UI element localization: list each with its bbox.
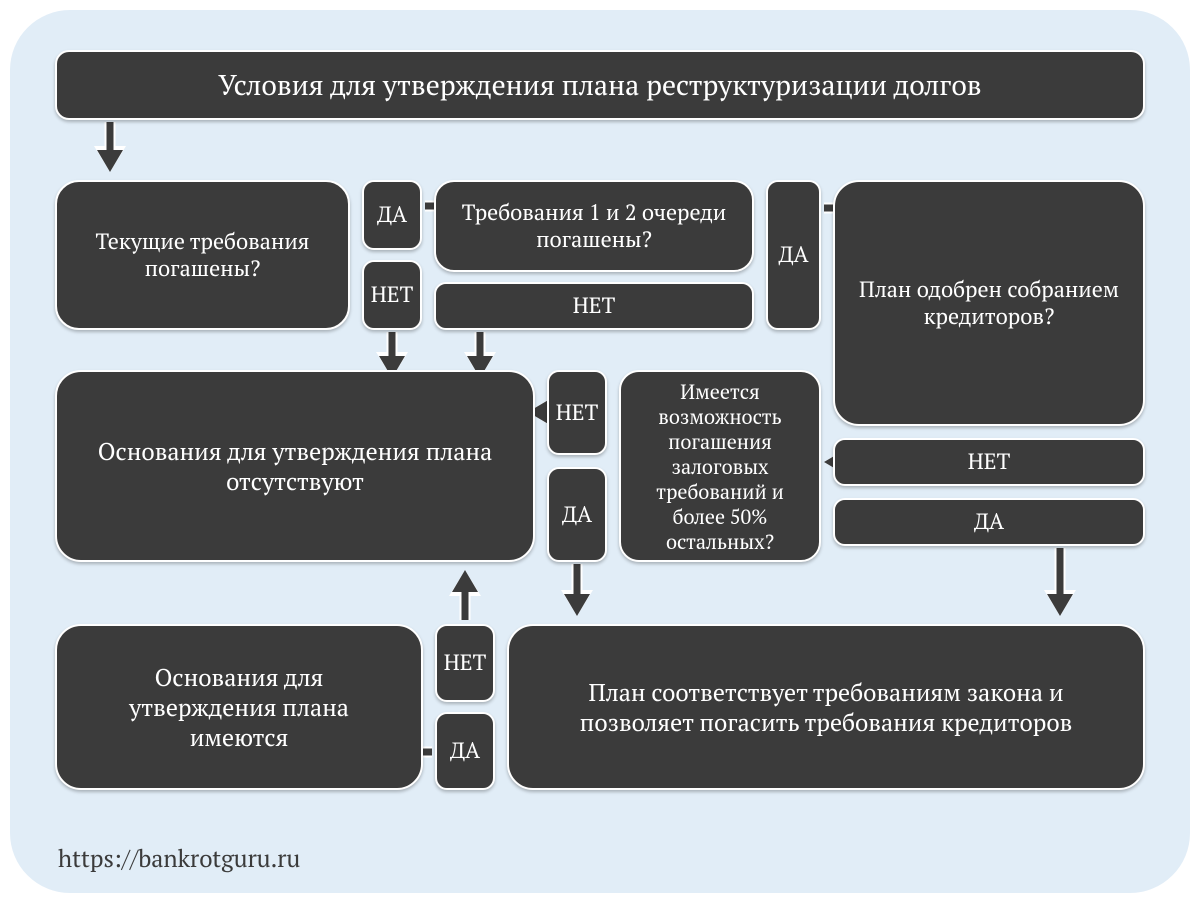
node-q3_yes: ДА — [833, 498, 1145, 546]
flowchart-canvas: Условия для утверждения плана реструктур… — [0, 0, 1200, 903]
node-q4_no: НЕТ — [547, 370, 607, 455]
node-q2_yes: ДА — [766, 180, 821, 330]
node-q5_no: НЕТ — [435, 624, 495, 702]
node-q2_no: НЕТ — [434, 282, 754, 330]
node-title: Условия для утверждения плана реструктур… — [55, 50, 1145, 120]
node-q1_no: НЕТ — [362, 260, 422, 330]
node-q1: Текущие требования погашены? — [55, 180, 350, 330]
node-q4: Имеется возможность погашения залоговых … — [619, 370, 821, 562]
node-q3: План одобрен собранием кредиторов? — [833, 180, 1145, 426]
node-q5: План соответствует требованиям закона и … — [507, 624, 1145, 790]
node-q3_no: НЕТ — [833, 438, 1145, 486]
node-q5_yes: ДА — [435, 712, 495, 790]
node-q4_yes: ДА — [547, 467, 607, 562]
node-q2: Требования 1 и 2 очереди погашены? — [434, 180, 754, 272]
node-has_basis: Основания для утверждения плана имеются — [55, 624, 423, 790]
source-url: https://bankrotguru.ru — [58, 842, 300, 874]
node-no_basis: Основания для утверждения плана отсутств… — [55, 370, 535, 562]
node-q1_yes: ДА — [362, 180, 422, 250]
